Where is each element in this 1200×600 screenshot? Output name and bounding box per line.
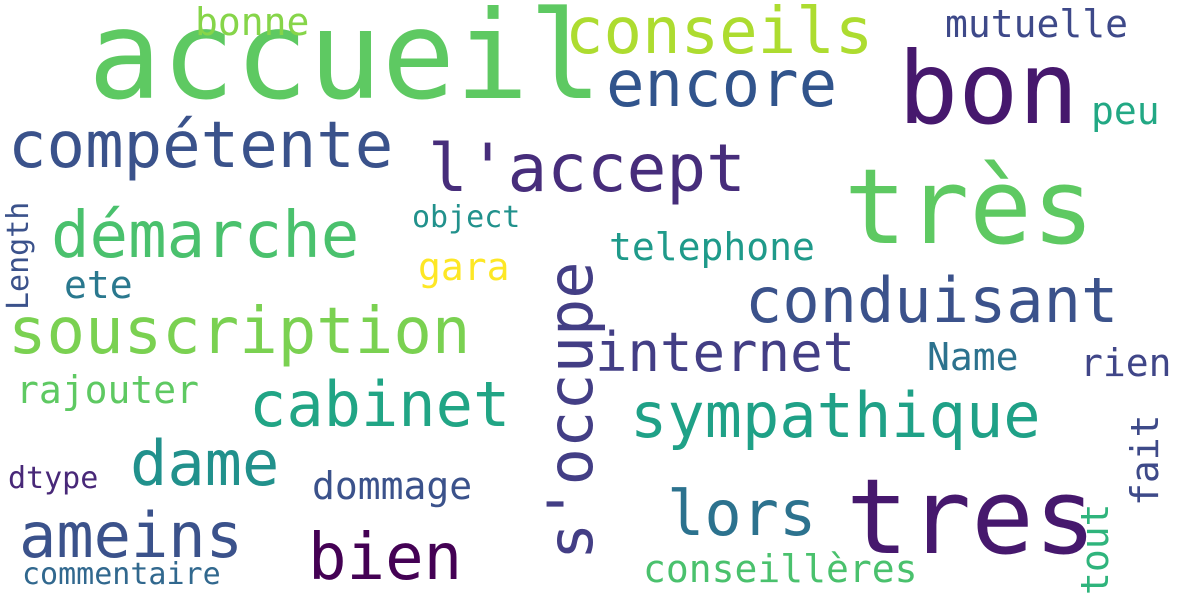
word-accueil: accueil	[88, 0, 603, 127]
word-object: object	[412, 200, 521, 235]
word-rajouter: rajouter	[16, 368, 200, 412]
word-internet: internet	[595, 321, 856, 384]
word-bien: bien	[308, 521, 463, 595]
word-tres-accent: très	[844, 146, 1095, 268]
word-rien: rien	[1080, 341, 1172, 385]
word-length: Length	[1, 201, 36, 310]
word-fait: fait	[1123, 414, 1167, 506]
word-bon: bon	[898, 30, 1079, 147]
word-conduisant: conduisant	[745, 264, 1119, 337]
word-encore: encore	[606, 48, 838, 122]
word-dtype: dtype	[8, 461, 99, 496]
word-peu: peu	[1091, 89, 1160, 133]
word-lors: lors	[667, 477, 817, 550]
word-ameins: ameins	[19, 499, 243, 572]
word-cabinet: cabinet	[249, 368, 511, 441]
word-s-occupe: s'occupe	[534, 261, 607, 560]
word-souscription: souscription	[8, 295, 471, 369]
word-l-accept: l'accept	[428, 130, 746, 207]
word-telephone: telephone	[609, 225, 815, 269]
word-dame: dame	[130, 427, 280, 500]
word-competente: compétente	[8, 109, 394, 183]
word-conseils: conseils	[565, 0, 874, 69]
word-ete: ete	[64, 263, 133, 307]
word-conseilleres: conseillères	[643, 547, 918, 591]
word-tout: tout	[1073, 503, 1117, 595]
word-mutuelle: mutuelle	[945, 2, 1129, 46]
word-demarche: démarche	[51, 199, 360, 273]
word-gara: gara	[418, 245, 510, 289]
word-dommage: dommage	[312, 464, 473, 508]
word-name: Name	[927, 335, 1019, 379]
word-bonne: bonne	[195, 0, 310, 44]
word-sympathique: sympathique	[630, 379, 1041, 452]
word-tres: tres	[846, 456, 1097, 578]
word-commentaire: commentaire	[22, 557, 221, 592]
